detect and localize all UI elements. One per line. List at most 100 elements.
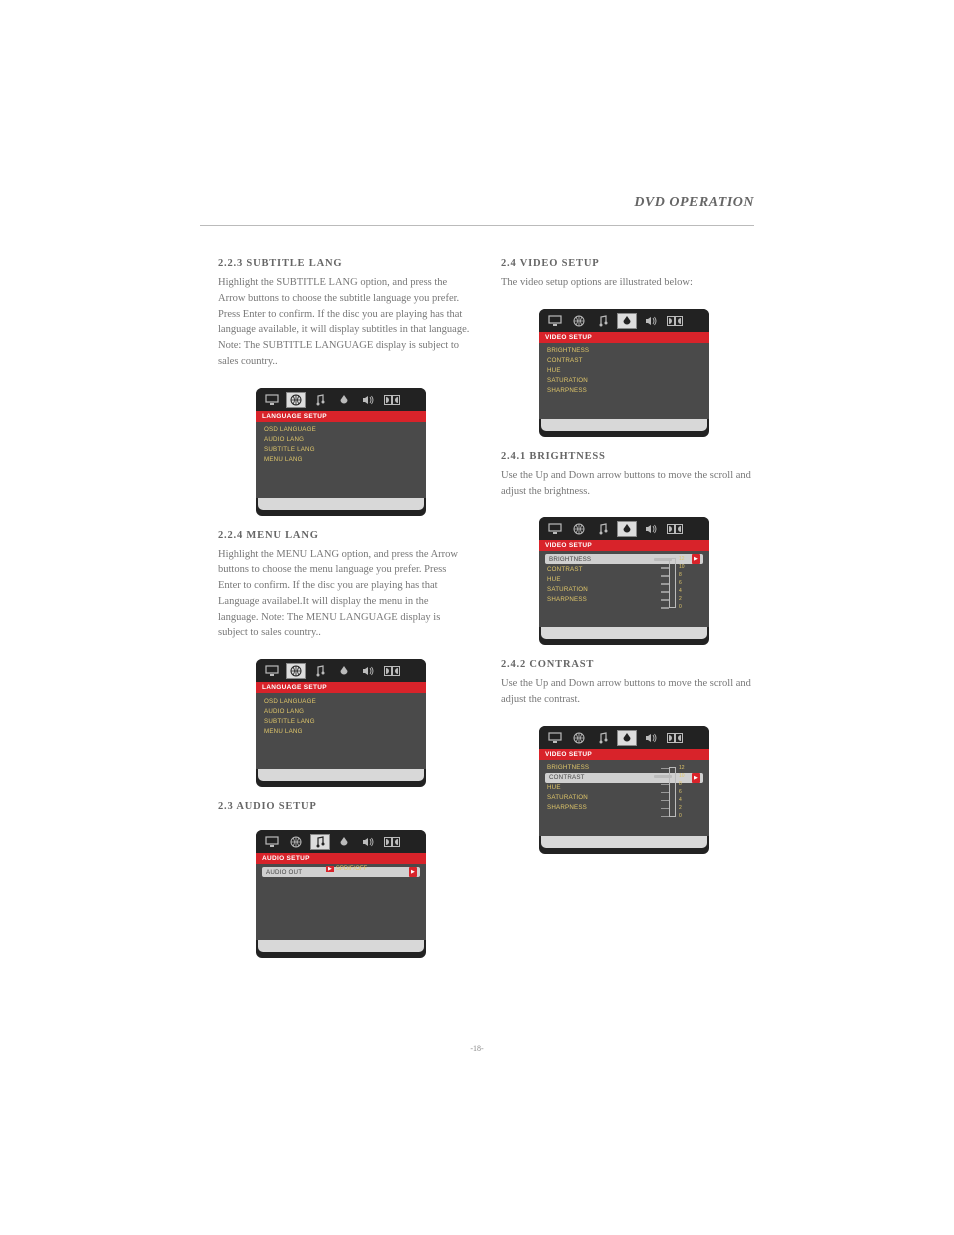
left-column: 2.2.3 SUBTITLE LANG Highlight the SUBTIT… <box>218 258 471 972</box>
section-body: The video setup options are illustrated … <box>501 275 754 291</box>
section-body: Use the Up and Down arrow buttons to mov… <box>501 468 754 500</box>
content-columns: 2.2.3 SUBTITLE LANG Highlight the SUBTIT… <box>218 258 754 972</box>
osd-body: BRIGHTNESSCONTRAST▶HUESATURATIONSHARPNES… <box>539 760 709 836</box>
osd-sub-label: ▶SPDIF/OFF <box>326 866 367 872</box>
osd-footer <box>541 627 707 639</box>
slider-knob <box>654 775 672 778</box>
slider-tick-label: 8 <box>679 781 682 787</box>
note-icon <box>593 730 613 746</box>
section-2-3: 2.3 AUDIO SETUP <box>218 801 471 812</box>
monitor-icon <box>262 834 282 850</box>
speaker-icon <box>358 663 378 679</box>
drop-icon <box>617 313 637 329</box>
monitor-icon <box>545 313 565 329</box>
globe-icon <box>286 663 306 679</box>
slider-tick-label: 10 <box>679 564 685 570</box>
osd-menu-item: SUBTITLE LANG <box>256 445 426 455</box>
slider-tick-label: 2 <box>679 805 682 811</box>
osd-menu-item: MENU LANG <box>256 455 426 465</box>
globe-icon <box>569 313 589 329</box>
slider-tick-label: 2 <box>679 596 682 602</box>
osd-tab-row <box>256 388 426 411</box>
dolby-icon <box>382 392 402 408</box>
osd-footer <box>258 498 424 510</box>
header-rule <box>200 225 754 226</box>
monitor-icon <box>545 730 565 746</box>
section-body: Use the Up and Down arrow buttons to mov… <box>501 676 754 708</box>
page-number: -18- <box>0 1044 954 1053</box>
note-icon <box>310 834 330 850</box>
slider-knob <box>654 558 672 561</box>
osd-slider: 121086420 <box>649 555 699 611</box>
slider-tick-label: 12 <box>679 556 685 562</box>
drop-icon <box>334 392 354 408</box>
osd-menu-item: HUE <box>539 366 709 376</box>
osd-menu-item: CONTRAST <box>539 356 709 366</box>
osd-video-brightness: VIDEO SETUPBRIGHTNESS▶CONTRASTHUESATURAT… <box>539 517 709 645</box>
monitor-icon <box>262 392 282 408</box>
osd-title-bar: VIDEO SETUP <box>539 540 709 551</box>
section-heading: 2.4.2 CONTRAST <box>501 659 754 670</box>
section-2-4: 2.4 VIDEO SETUP The video setup options … <box>501 258 754 291</box>
osd-footer <box>541 419 707 431</box>
page-header: DVD OPERATION <box>634 195 754 211</box>
section-heading: 2.2.3 SUBTITLE LANG <box>218 258 471 269</box>
section-heading: 2.3 AUDIO SETUP <box>218 801 471 812</box>
osd-footer <box>541 836 707 848</box>
osd-language-2: LANGUAGE SETUPOSD LANGUAGEAUDIO LANGSUBT… <box>256 659 426 787</box>
right-column: 2.4 VIDEO SETUP The video setup options … <box>501 258 754 972</box>
speaker-icon <box>358 392 378 408</box>
osd-body: OSD LANGUAGEAUDIO LANGSUBTITLE LANGMENU … <box>256 693 426 769</box>
osd-tab-row <box>539 726 709 749</box>
section-body: Highlight the SUBTITLE LANG option, and … <box>218 275 471 370</box>
osd-title-bar: VIDEO SETUP <box>539 332 709 343</box>
slider-tick-label: 8 <box>679 572 682 578</box>
drop-icon <box>334 663 354 679</box>
osd-tab-row <box>539 517 709 540</box>
dolby-icon <box>382 663 402 679</box>
section-2-4-1: 2.4.1 BRIGHTNESS Use the Up and Down arr… <box>501 451 754 500</box>
note-icon <box>310 663 330 679</box>
osd-title-bar: LANGUAGE SETUP <box>256 682 426 693</box>
osd-footer <box>258 940 424 952</box>
slider-tick-label: 10 <box>679 773 685 779</box>
dolby-icon <box>665 730 685 746</box>
section-2-2-4: 2.2.4 MENU LANG Highlight the MENU LANG … <box>218 530 471 642</box>
manual-page: DVD OPERATION 2.2.3 SUBTITLE LANG Highli… <box>0 0 954 1235</box>
slider-tick-label: 0 <box>679 813 682 819</box>
osd-video-1: VIDEO SETUPBRIGHTNESSCONTRASTHUESATURATI… <box>539 309 709 437</box>
slider-tick-label: 4 <box>679 797 682 803</box>
section-heading: 2.2.4 MENU LANG <box>218 530 471 541</box>
osd-audio: AUDIO SETUPAUDIO OUT▶▶SPDIF/OFF <box>256 830 426 958</box>
speaker-icon <box>358 834 378 850</box>
dolby-icon <box>665 521 685 537</box>
osd-menu-item: AUDIO LANG <box>256 706 426 716</box>
slider-tick-label: 12 <box>679 765 685 771</box>
osd-menu-item: SATURATION <box>539 376 709 386</box>
osd-tab-row <box>539 309 709 332</box>
note-icon <box>593 313 613 329</box>
speaker-icon <box>641 313 661 329</box>
slider-tick-label: 6 <box>679 580 682 586</box>
globe-icon <box>569 730 589 746</box>
osd-footer <box>258 769 424 781</box>
monitor-icon <box>262 663 282 679</box>
speaker-icon <box>641 730 661 746</box>
osd-title-bar: LANGUAGE SETUP <box>256 411 426 422</box>
speaker-icon <box>641 521 661 537</box>
osd-body: BRIGHTNESS▶CONTRASTHUESATURATIONSHARPNES… <box>539 551 709 627</box>
section-heading: 2.4.1 BRIGHTNESS <box>501 451 754 462</box>
note-icon <box>593 521 613 537</box>
osd-menu-item: SUBTITLE LANG <box>256 716 426 726</box>
section-heading: 2.4 VIDEO SETUP <box>501 258 754 269</box>
osd-tab-row <box>256 659 426 682</box>
osd-title-bar: VIDEO SETUP <box>539 749 709 760</box>
osd-body: OSD LANGUAGEAUDIO LANGSUBTITLE LANGMENU … <box>256 422 426 498</box>
osd-language-1: LANGUAGE SETUPOSD LANGUAGEAUDIO LANGSUBT… <box>256 388 426 516</box>
arrow-right-icon: ▶ <box>409 867 417 877</box>
osd-tab-row <box>256 830 426 853</box>
drop-icon <box>617 730 637 746</box>
osd-slider: 121086420 <box>649 764 699 820</box>
osd-menu-item: SHARPNESS <box>539 386 709 396</box>
osd-title-bar: AUDIO SETUP <box>256 853 426 864</box>
